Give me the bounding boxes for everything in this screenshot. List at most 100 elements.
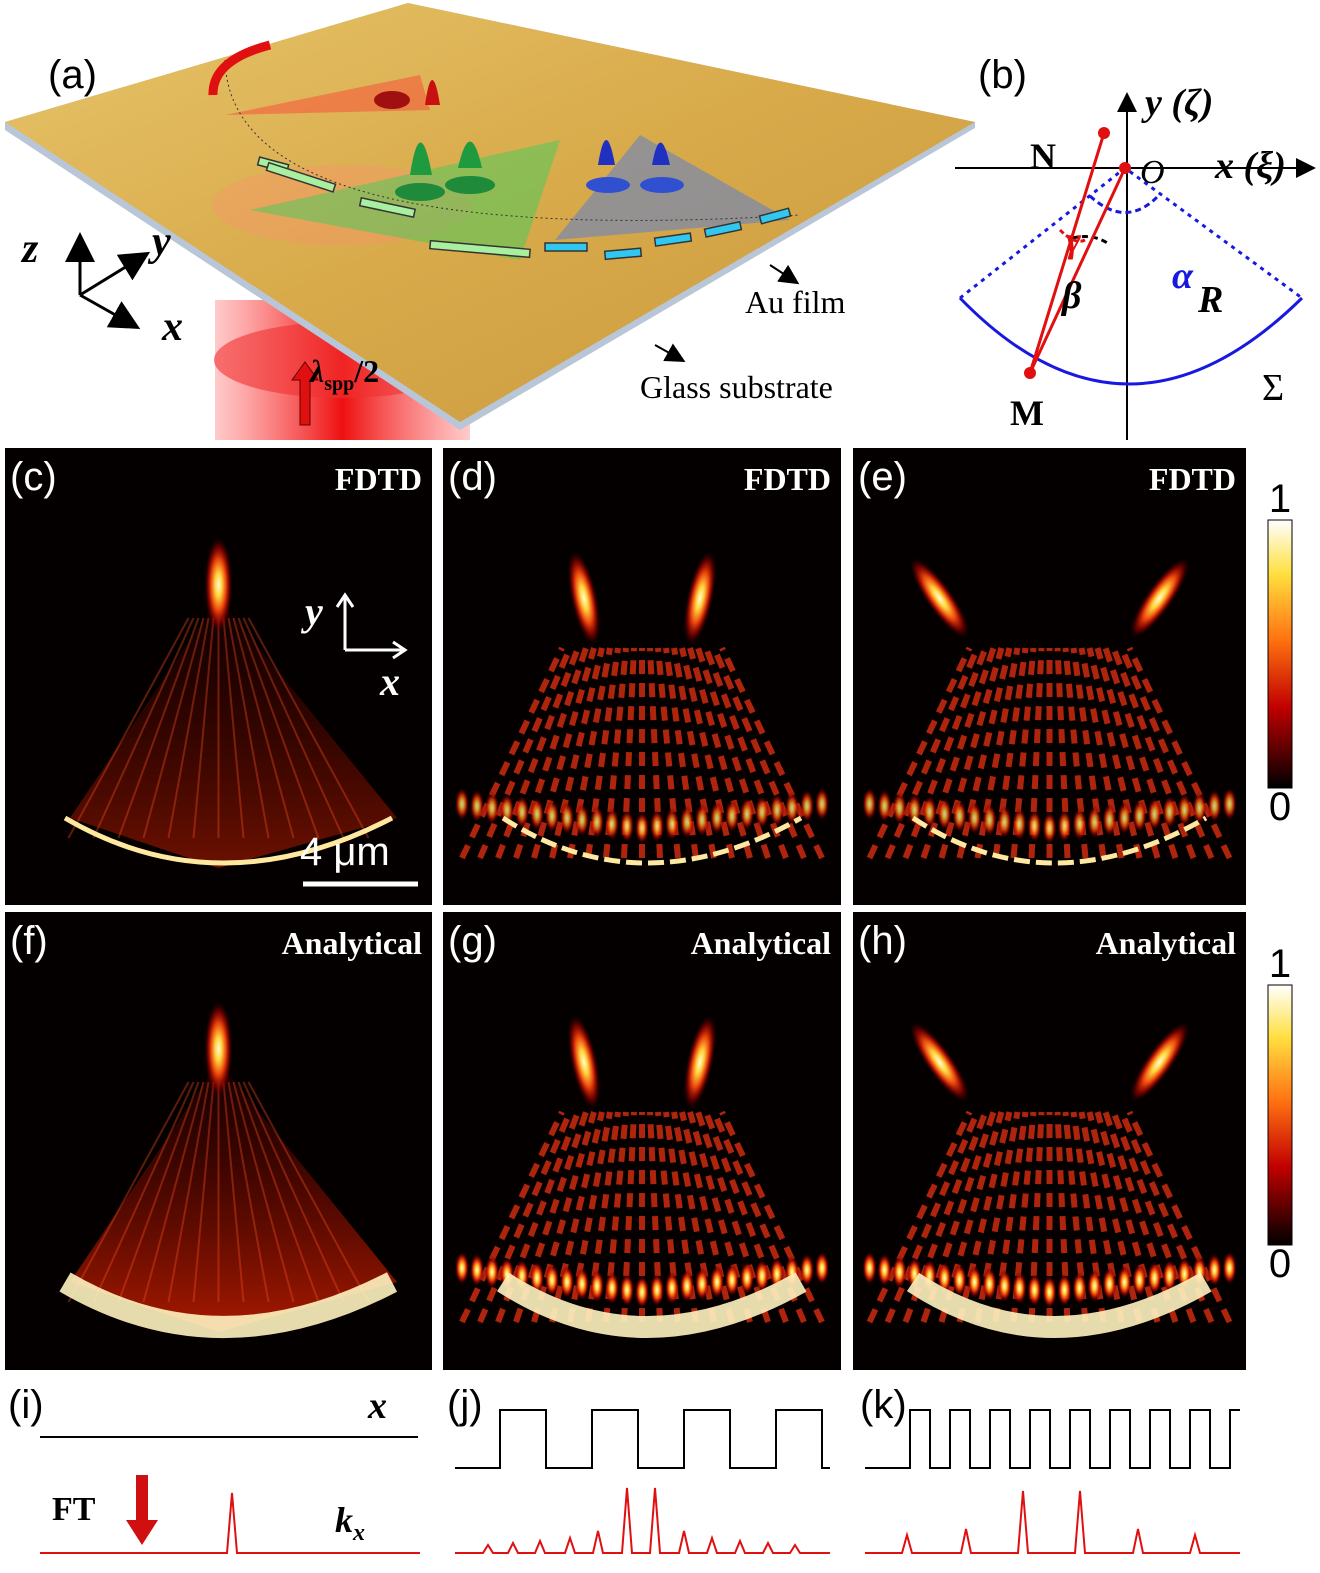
fringe [719, 646, 825, 860]
panel-label: (d) [448, 455, 497, 499]
fringe [938, 647, 1005, 859]
focal-spot [1129, 557, 1190, 639]
fringe [242, 1081, 345, 1303]
shape [758, 207, 792, 225]
hot-blob [710, 802, 724, 834]
method-label: Analytical [1096, 925, 1237, 961]
pointer [769, 264, 800, 285]
hot-blob [545, 800, 559, 832]
fringe [67, 617, 190, 839]
fringe [1118, 1110, 1215, 1324]
hot-blob [575, 804, 589, 836]
fringe [495, 1110, 581, 1324]
hot-blob [1102, 804, 1117, 836]
hot-blob [1057, 1274, 1072, 1306]
fringe [247, 617, 370, 839]
shape [410, 142, 432, 175]
period-label: λspp/2 [308, 353, 379, 395]
fringe [938, 1111, 1005, 1323]
map-content [862, 1021, 1237, 1338]
point-label: M [1010, 393, 1044, 433]
fringe [1126, 646, 1233, 860]
fringe [866, 1110, 973, 1324]
point-n [1098, 127, 1110, 139]
hot-blob [515, 796, 529, 828]
colorbar-min: 0 [1269, 1242, 1291, 1286]
point-m [1024, 367, 1036, 379]
spectrum [40, 1492, 420, 1554]
fringe [679, 647, 735, 859]
hot-blob [800, 1254, 814, 1286]
shape [79, 293, 141, 329]
fringe [1094, 1111, 1161, 1323]
hot-blob [665, 1272, 679, 1304]
hot-blob [1162, 796, 1177, 828]
fringe [477, 646, 573, 860]
beam-arrow [291, 361, 319, 426]
fringe [866, 646, 973, 860]
field-map: (h) Analytical [853, 912, 1246, 1370]
fringe [920, 647, 997, 859]
hot-blob [892, 792, 907, 824]
method-label: FDTD [1149, 461, 1236, 497]
fringe [1086, 647, 1143, 859]
focal-spot [683, 550, 717, 646]
hot-blob [725, 800, 739, 832]
panel-label: (j) [447, 1383, 483, 1427]
hot-blob [635, 812, 649, 844]
signal [865, 1409, 1240, 1469]
focal-spot [567, 1014, 601, 1110]
shape [425, 80, 440, 105]
axis-label: y (ζ) [1141, 82, 1213, 124]
hot-blob [575, 1268, 589, 1300]
fringe [227, 1081, 270, 1303]
hot-blob [877, 1254, 892, 1286]
fringe [247, 1081, 370, 1303]
hot-blob [892, 1256, 907, 1288]
panel-label: (k) [860, 1383, 907, 1427]
map-content [63, 537, 397, 868]
signal [455, 1409, 830, 1469]
hot-blob [1222, 788, 1237, 820]
suffix: /2 [353, 353, 379, 389]
ft-arrow [126, 1475, 158, 1545]
colorbar-max: 1 [1269, 942, 1291, 986]
panel-label: (a) [48, 53, 97, 97]
fringe [459, 1110, 565, 1324]
fringe [687, 1111, 753, 1323]
source-arc [501, 815, 803, 866]
field-maps: (c) FDTD (d) FDTD (e) FDTD (f) Analytical (g) Ana… [5, 448, 1293, 1370]
angle-alpha [1088, 192, 1162, 214]
fringe [531, 647, 597, 859]
fringe [237, 1081, 320, 1303]
fringe [884, 1110, 981, 1324]
map-content [455, 1014, 829, 1338]
fringe [477, 1110, 573, 1324]
hot-blob [1072, 1272, 1087, 1304]
field-map: (c) FDTD [5, 448, 432, 905]
fringe [232, 617, 295, 839]
angle-gamma [1058, 228, 1086, 243]
point-label: N [1030, 136, 1056, 176]
fringe [117, 617, 200, 839]
spectrum [455, 1487, 830, 1554]
hot-blob [545, 1264, 559, 1296]
hot-blob [695, 1268, 709, 1300]
shape [603, 247, 643, 261]
hot-blob [1042, 1276, 1057, 1308]
fringe [956, 647, 1013, 859]
fringe [711, 1110, 807, 1324]
hot-blob [785, 792, 799, 824]
axis-label: x (ξ) [1214, 145, 1286, 187]
fringe [167, 617, 210, 839]
hot-blob [1087, 806, 1102, 838]
fringe [1118, 646, 1215, 860]
panel-label: (e) [858, 455, 907, 499]
hot-blob [680, 1270, 694, 1302]
interference-cone [70, 598, 397, 868]
hot-blob [1117, 802, 1132, 834]
colorbar [1267, 519, 1293, 789]
fringe [687, 647, 753, 859]
hot-blob [937, 798, 952, 830]
